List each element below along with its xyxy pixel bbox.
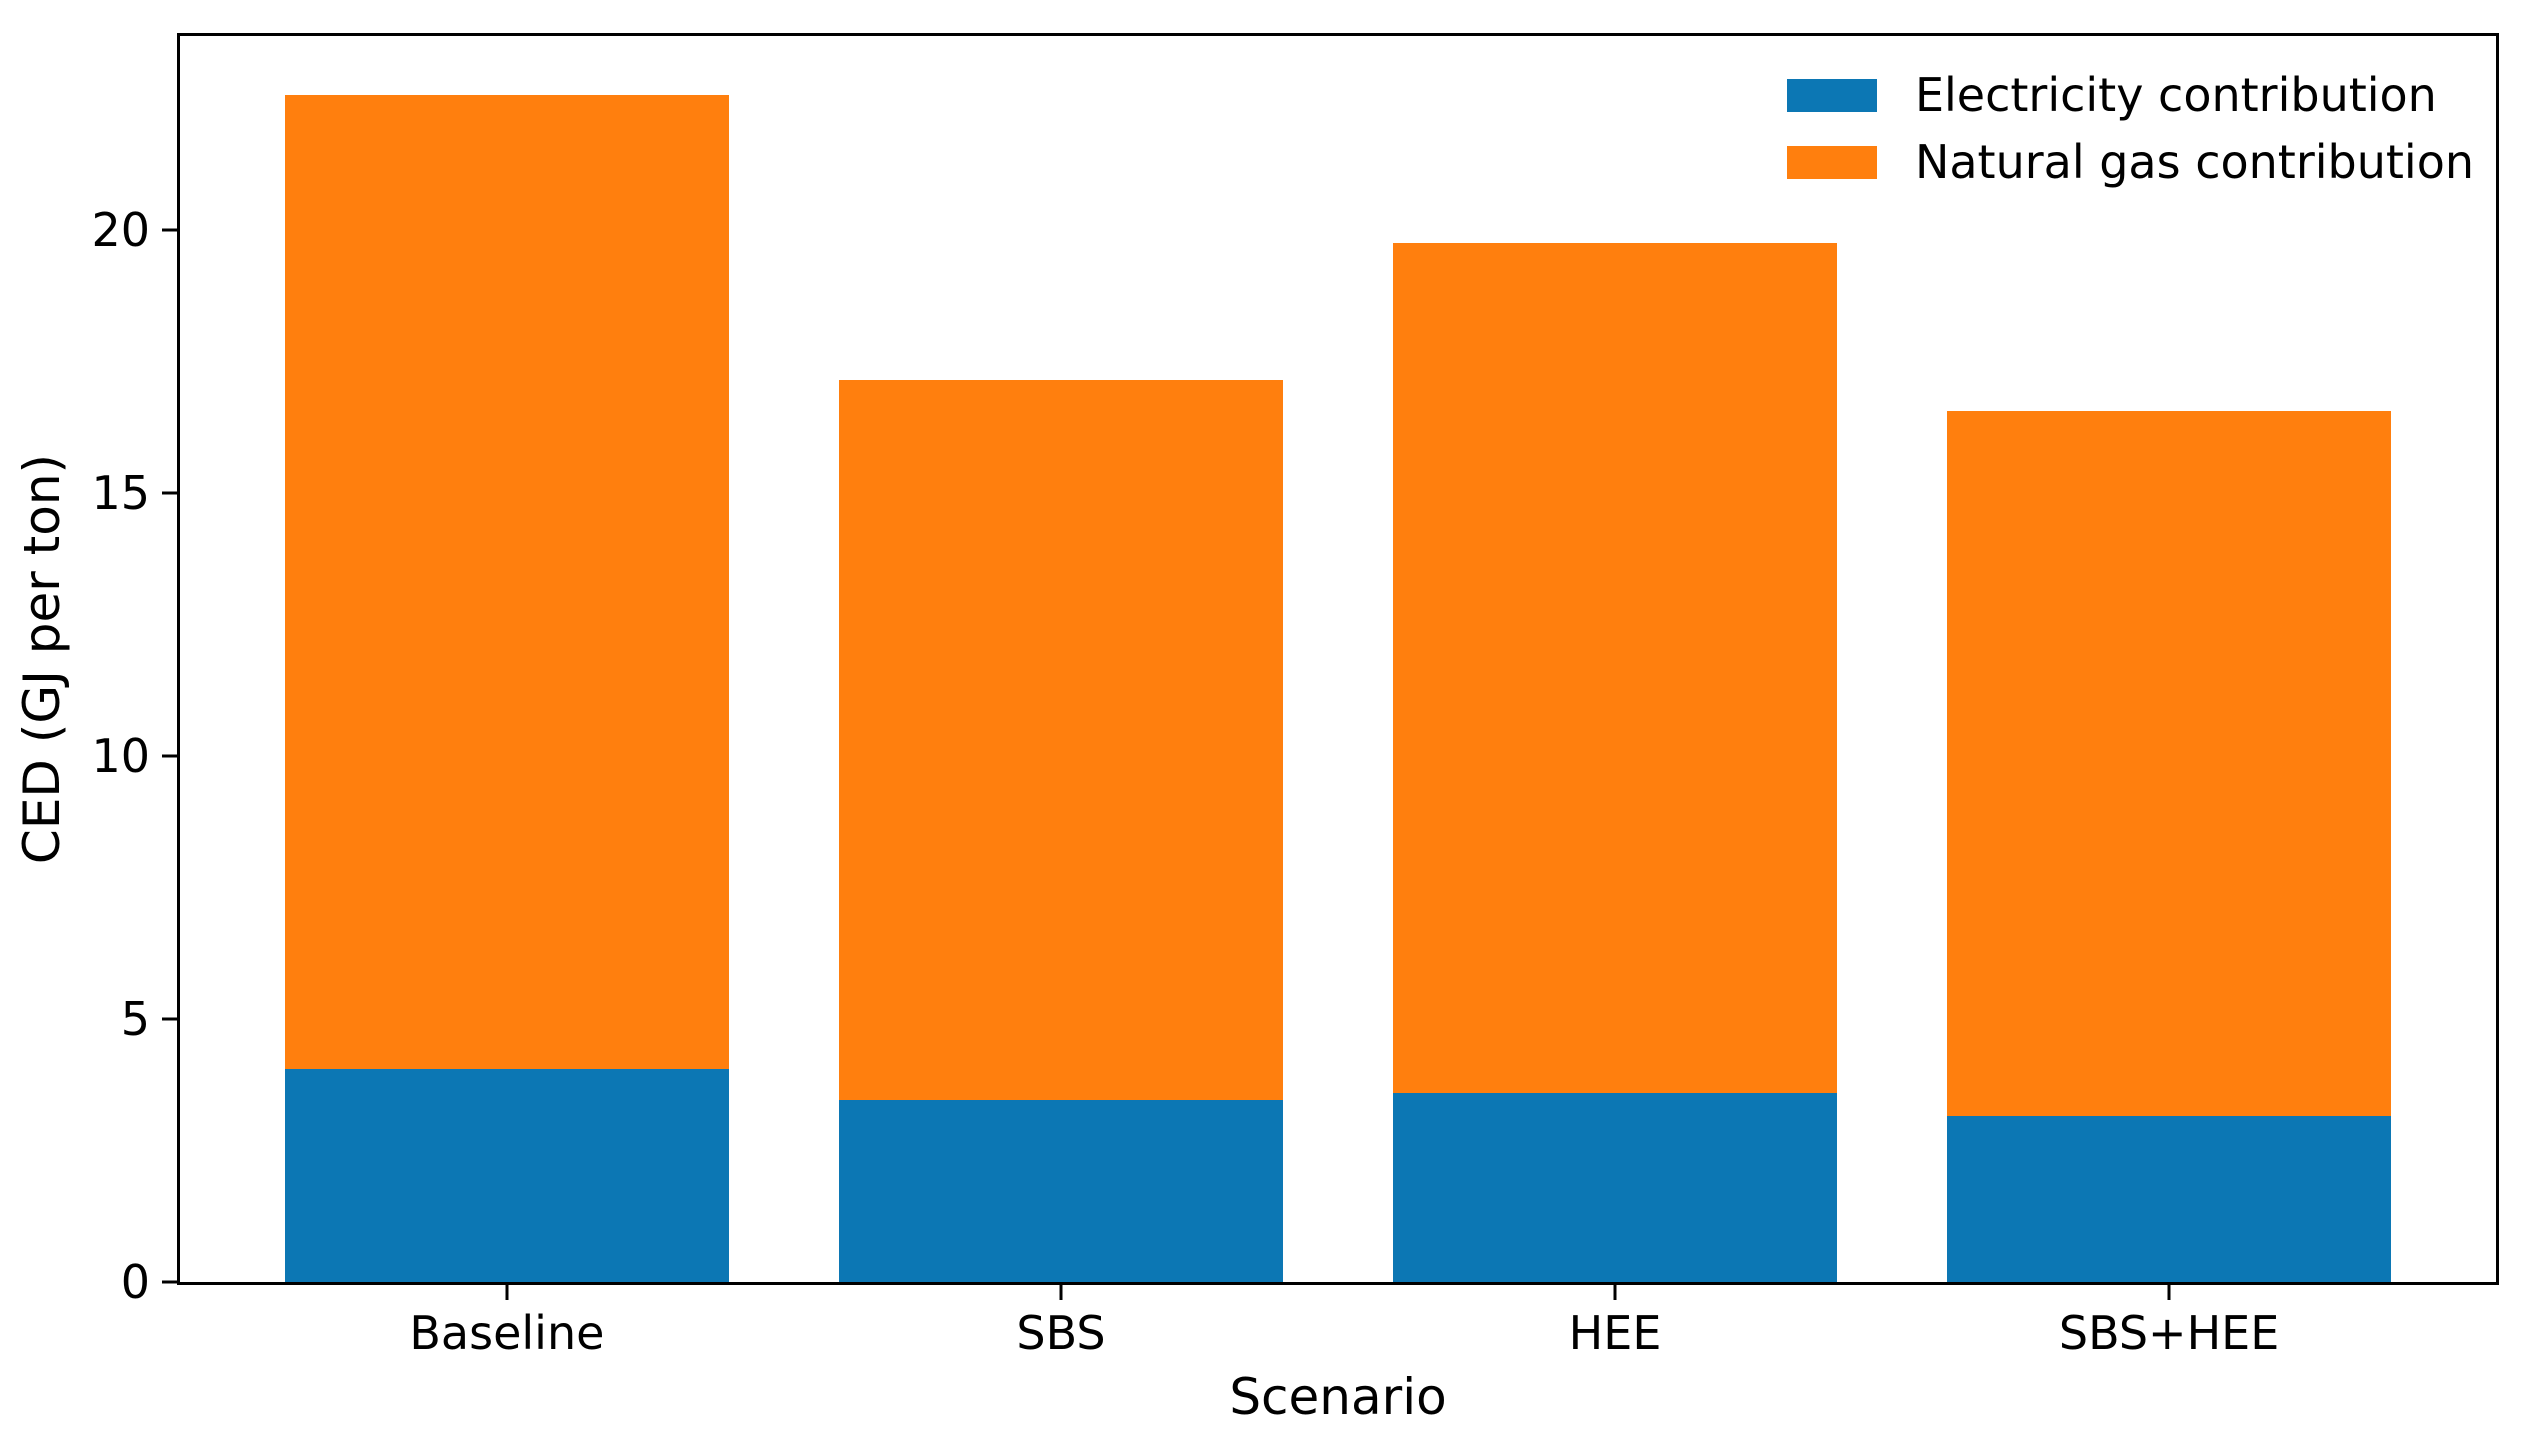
bar-segment xyxy=(1393,242,1837,1093)
y-tick-label: 0 xyxy=(120,1255,150,1309)
x-tick-mark xyxy=(505,1282,509,1300)
y-tick-mark xyxy=(162,228,180,232)
x-tick-label: SBS xyxy=(1016,1306,1106,1360)
x-tick-mark xyxy=(1613,1282,1617,1300)
y-tick-label: 10 xyxy=(91,728,150,783)
x-tick-mark xyxy=(2167,1282,2171,1300)
legend-swatch xyxy=(1786,146,1877,180)
bar-segment xyxy=(285,95,729,1069)
y-tick-mark xyxy=(162,1017,180,1021)
legend-item: Natural gas contribution xyxy=(1786,135,2474,190)
legend-label: Electricity contribution xyxy=(1914,68,2437,122)
y-tick-label: 5 xyxy=(120,991,150,1046)
plot-area: 0 5 10 15 20 Baseline SBS HEE SBS+HEE Electricit… xyxy=(91,33,2499,1356)
y-tick-mark xyxy=(162,754,180,758)
legend-label: Natural gas contribution xyxy=(1914,135,2474,190)
x-tick-label: HEE xyxy=(1568,1306,1662,1360)
y-tick-label: 15 xyxy=(91,465,150,520)
bar-segment xyxy=(1947,1116,2391,1282)
x-axis-label: Scenario xyxy=(1229,1368,1447,1426)
bar-segment xyxy=(839,379,1283,1101)
bar-segment xyxy=(285,1068,729,1282)
y-tick-mark xyxy=(162,1280,180,1284)
x-tick-mark xyxy=(1059,1282,1063,1300)
legend: Electricity contribution Natural gas cont… xyxy=(1786,68,2474,190)
x-tick-label: Baseline xyxy=(409,1306,605,1360)
x-tick-label: SBS+HEE xyxy=(2058,1306,2280,1360)
bar-segment xyxy=(1947,411,2391,1117)
legend-item: Electricity contribution xyxy=(1786,68,2474,123)
legend-swatch xyxy=(1786,79,1877,113)
bar-segment xyxy=(1393,1092,1837,1282)
y-tick-mark xyxy=(162,491,180,495)
y-axis-label: CED (GJ per ton) xyxy=(13,453,71,865)
y-tick-label: 20 xyxy=(91,202,150,257)
bar-segment xyxy=(839,1100,1283,1282)
